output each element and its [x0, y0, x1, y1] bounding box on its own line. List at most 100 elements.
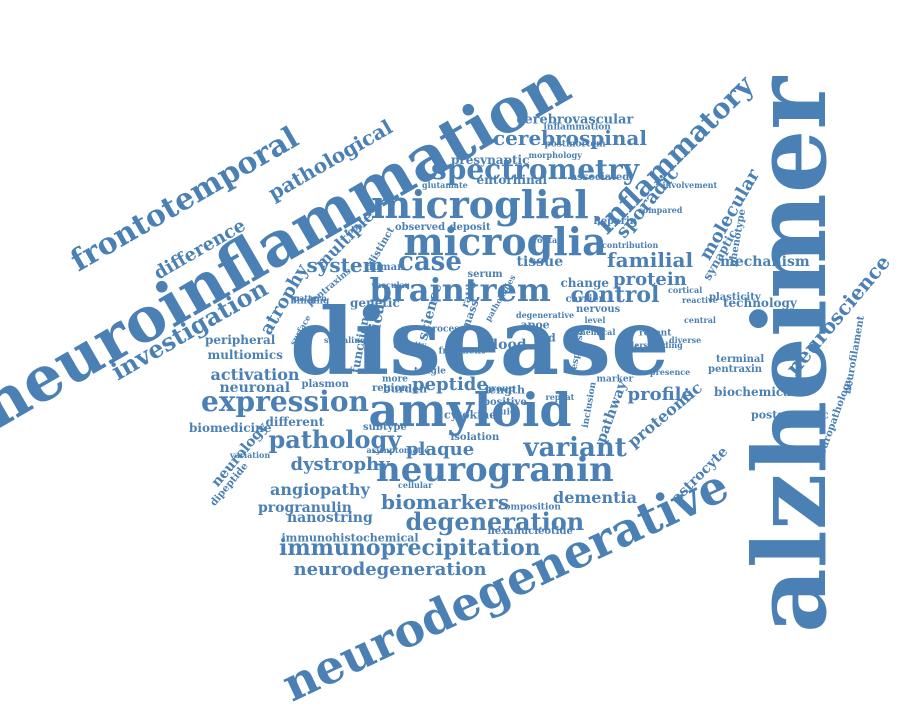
word-130: cortical: [668, 285, 703, 295]
word-92: morphology: [528, 150, 582, 160]
word-99: marker: [596, 374, 634, 385]
word-35: dementia: [553, 488, 637, 507]
word-6: microglial: [371, 182, 589, 227]
word-97: plasmon: [301, 379, 349, 390]
word-28: biomarkers: [381, 490, 509, 514]
word-96: pattern: [293, 293, 327, 303]
word-98: group: [485, 384, 515, 395]
word-66: pentraxin: [708, 364, 763, 375]
word-120: variation: [230, 450, 271, 460]
word-15: immunoprecipitation: [279, 535, 541, 561]
word-117: diverse: [669, 335, 702, 345]
word-7: neurogranin: [376, 450, 614, 490]
word-72: composition: [499, 502, 561, 513]
word-134: activity: [393, 340, 427, 350]
word-137: vascular: [371, 280, 409, 290]
word-111: more: [382, 374, 408, 385]
word-1: disease: [290, 288, 670, 396]
word-127: degenerative: [516, 310, 575, 320]
word-54: change: [560, 276, 610, 290]
word-4: amyloid: [368, 383, 572, 437]
word-8: expression: [201, 385, 369, 418]
word-83: human: [365, 262, 405, 273]
word-89: heparin: [593, 216, 637, 227]
word-110: ftld: [534, 331, 556, 345]
word-46: cerebrovascular: [516, 112, 634, 128]
word-30: profile: [627, 384, 693, 405]
word-129: chemical: [575, 327, 616, 337]
word-90: inflammation: [543, 122, 611, 133]
word-75: burden: [383, 382, 428, 396]
word-63: associated: [570, 172, 630, 183]
word-64: presynaptic: [451, 153, 530, 167]
word-62: entorhinal: [476, 173, 548, 187]
word-82: deposit: [449, 222, 491, 233]
word-65: terminal: [716, 354, 765, 365]
word-86: carrier: [565, 294, 605, 305]
word-84: serum: [467, 269, 503, 280]
word-34: dystrophy: [290, 454, 390, 475]
word-91: postmortem: [544, 139, 606, 150]
word-106: fragment: [438, 346, 486, 357]
word-102: isolation: [450, 432, 500, 443]
word-50: neuronal: [219, 380, 291, 396]
word-136: cellular: [398, 480, 433, 490]
word-131: frontal: [529, 235, 561, 245]
word-103: recent: [639, 328, 672, 339]
word-74: region: [372, 383, 409, 394]
word-20: cerebrospinal: [493, 126, 647, 150]
word-73: subtype: [363, 422, 407, 433]
word-101: fluid: [493, 407, 517, 418]
word-13: pathology: [268, 425, 402, 454]
word-10: spectrometry: [431, 153, 639, 186]
word-19: variant: [523, 433, 627, 463]
word-48: progranulin: [258, 500, 352, 516]
word-53: different: [265, 415, 325, 429]
word-79: length: [485, 383, 525, 397]
word-49: nanostring: [287, 510, 373, 526]
word-22: control: [570, 282, 660, 308]
word-115: involvement: [662, 180, 718, 190]
word-121: asymptomatic: [366, 445, 430, 455]
word-57: postsynaptic: [751, 408, 829, 422]
word-80: positive: [483, 397, 527, 408]
word-70: immunohistochemical: [281, 531, 419, 545]
word-24: familial: [607, 248, 694, 272]
word-68: multiomics: [207, 348, 283, 362]
word-42: mechanism: [720, 254, 810, 270]
word-116: understanding: [617, 340, 683, 350]
word-52: biochemical: [714, 385, 796, 399]
word-31: plaque: [406, 439, 475, 460]
word-78: genetic: [350, 296, 400, 310]
word-16: degeneration: [405, 507, 585, 536]
word-109: apoe: [520, 318, 550, 332]
word-11: braintrem: [369, 271, 551, 309]
word-95: binding: [290, 296, 330, 307]
word-23: case: [398, 247, 462, 277]
word-69: peripheral: [205, 333, 276, 347]
word-81: observed: [395, 222, 446, 233]
word-60: blood: [483, 337, 527, 353]
word-38: activation: [210, 365, 300, 384]
word-118: presence: [650, 367, 691, 377]
word-113: barrier: [616, 343, 648, 353]
word-32: protein: [613, 269, 687, 290]
word-76: cytokine: [444, 408, 497, 422]
word-17: neurodegeneration: [293, 559, 487, 580]
word-93: glutamate: [422, 180, 468, 190]
word-87: plasticity: [709, 292, 761, 303]
word-133: contribution: [602, 240, 659, 250]
word-124: process: [426, 324, 465, 335]
word-112: tangle: [414, 366, 446, 377]
word-29: peptide: [412, 374, 488, 395]
word-43: tissue: [516, 254, 564, 270]
word-100: repeat: [545, 392, 575, 402]
word-33: system: [306, 253, 384, 277]
word-88: nervous: [576, 304, 621, 315]
word-135: signaling: [324, 335, 366, 345]
word-5: microglia: [403, 219, 607, 264]
word-41: angiopathy: [270, 480, 370, 499]
word-126: level: [584, 315, 606, 325]
word-71: hexanucleotide: [487, 526, 573, 537]
